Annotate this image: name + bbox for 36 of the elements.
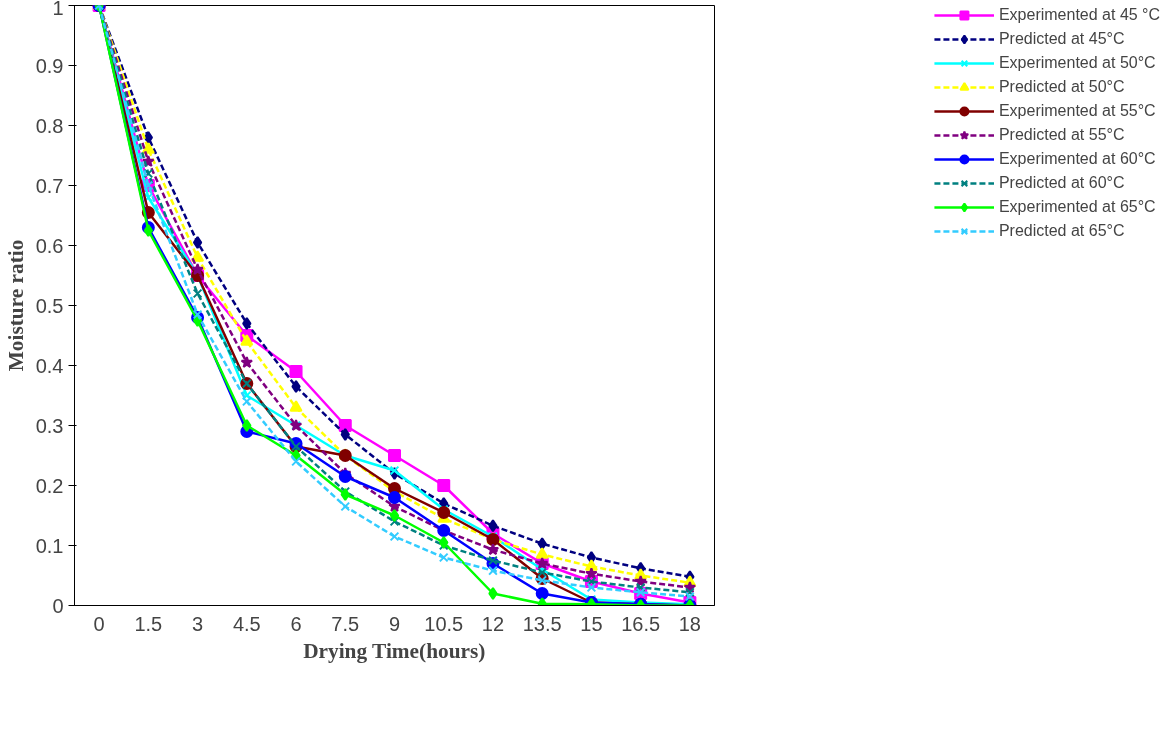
x-tick-label: 16.5	[621, 612, 661, 635]
x-tick-label: 7.5	[331, 612, 360, 635]
legend-label: Predicted at 55°C	[998, 126, 1125, 144]
x-tick-label: 10.5	[424, 612, 464, 635]
x-tick-label: 15	[580, 612, 603, 635]
x-axis-title: Drying Time(hours)	[303, 638, 486, 663]
legend-label: Predicted at 60°C	[998, 174, 1125, 192]
y-tick-label: 0.7	[35, 174, 64, 197]
legend-label: Predicted at 65°C	[998, 222, 1125, 240]
legend-label: Experimented at 60°C	[998, 150, 1156, 168]
x-tick-label: 9	[388, 612, 401, 635]
y-tick-label: 0.3	[35, 414, 64, 437]
x-tick-label: 1.5	[134, 612, 163, 635]
y-tick-label: 0.1	[35, 534, 64, 557]
legend-label: Experimented at 50°C	[998, 54, 1156, 72]
legend-label: Experimented at 65°C	[998, 198, 1156, 216]
y-tick-label: 0.9	[35, 54, 64, 77]
y-tick-label: 0.4	[35, 354, 64, 377]
y-tick-label: 0	[52, 594, 64, 617]
y-tick-label: 0.2	[35, 474, 64, 497]
y-tick-label: 1	[52, 0, 64, 19]
x-tick-label: 4.5	[232, 612, 261, 635]
x-tick-label: 18	[678, 612, 702, 635]
x-tick-label: 12	[481, 612, 505, 635]
x-tick-label: 6	[290, 612, 302, 635]
legend-label: Predicted at 50°C	[998, 78, 1125, 96]
x-tick-label: 13.5	[522, 612, 562, 635]
y-tick-label: 0.5	[35, 294, 64, 317]
y-tick-label: 0.8	[35, 114, 64, 137]
legend-label: Experimented at 45 °C	[998, 6, 1161, 24]
y-axis-title: Moisture ratio	[3, 239, 28, 372]
x-tick-label: 0	[93, 612, 105, 635]
legend-label: Predicted at 45°C	[998, 30, 1125, 48]
x-tick-label: 3	[192, 612, 204, 635]
y-tick-label: 0.6	[35, 234, 64, 257]
legend-label: Experimented at 55°C	[998, 102, 1156, 120]
